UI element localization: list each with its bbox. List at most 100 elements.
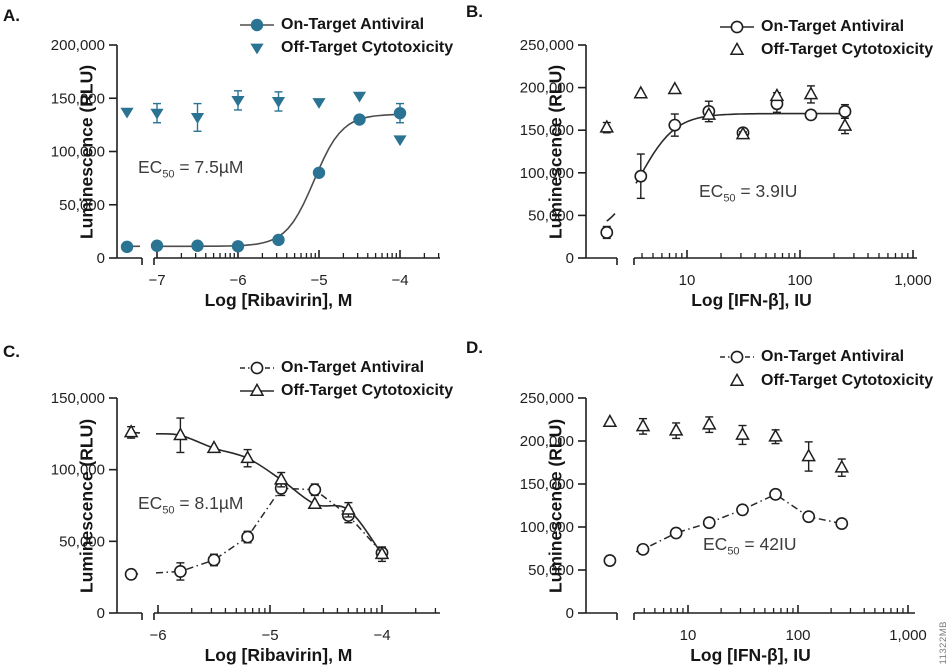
data-point bbox=[801, 448, 816, 462]
data-point bbox=[838, 105, 852, 118]
data-point bbox=[602, 413, 618, 428]
y-tick-label: 0 bbox=[566, 250, 574, 267]
legend-label: Off-Target Cytotoxicity bbox=[761, 41, 934, 58]
data-point bbox=[736, 503, 749, 517]
open-triangle-line-icon bbox=[240, 383, 274, 396]
data-point bbox=[668, 118, 682, 132]
y-tick-label: 200,000 bbox=[520, 80, 574, 97]
y-tick-label: 50,000 bbox=[59, 533, 105, 550]
data-point bbox=[120, 240, 134, 254]
y-tick-label: 150,000 bbox=[520, 122, 574, 139]
data-point bbox=[633, 85, 649, 99]
ec50-base: EC bbox=[703, 534, 728, 554]
data-point bbox=[250, 43, 264, 55]
data-point bbox=[120, 107, 134, 119]
x-tick-label: −7 bbox=[148, 272, 165, 289]
tick-labels: 0 50,000 100,000 150,000 −6 −5 −4 bbox=[51, 390, 391, 644]
open-triangle-icon bbox=[729, 373, 745, 386]
data-point bbox=[241, 530, 254, 544]
series-antiviral bbox=[603, 487, 849, 567]
data-point bbox=[374, 546, 390, 560]
ec50-base: EC bbox=[138, 157, 163, 177]
axes bbox=[578, 397, 915, 620]
figure-part-number: 11322MB bbox=[938, 620, 949, 664]
y-tick-label: 0 bbox=[97, 605, 105, 622]
data-point bbox=[173, 565, 187, 578]
data-point bbox=[701, 106, 717, 120]
x-axis-label-c: Log [Ribavirin], M bbox=[204, 645, 353, 665]
ec50-value: = 3.9IU bbox=[735, 181, 798, 201]
plot-c: 0 50,000 100,000 150,000 −6 −5 −4 bbox=[51, 390, 440, 644]
tick-labels: 0 50,000 100,000 150,000 200,000 250,000 10 100… bbox=[520, 390, 927, 644]
legend-row-cytotoxicity: Off-Target Cytotoxicity bbox=[239, 38, 453, 58]
data-point bbox=[802, 510, 816, 524]
x-tick-label: 10 bbox=[680, 627, 697, 644]
minor-ticks bbox=[643, 608, 904, 613]
y-tick-label: 200,000 bbox=[51, 37, 105, 54]
data-point bbox=[353, 113, 366, 126]
panel-a: 0 50,000 100,000 150,000 200,000 −7 −6 −5 −4 A. … bbox=[0, 0, 475, 334]
ec50-annotation-d: EC50 = 42IU bbox=[703, 534, 796, 558]
series-cytotoxicity bbox=[602, 413, 850, 477]
data-point bbox=[635, 418, 651, 432]
plot-b: 0 50,000 100,000 150,000 200,000 250,000 10 100… bbox=[520, 37, 932, 289]
legend-row-antiviral: On-Target Antiviral bbox=[239, 358, 424, 378]
x-tick-label: 100 bbox=[787, 272, 812, 289]
y-tick-label: 100,000 bbox=[51, 144, 105, 161]
data-point bbox=[634, 169, 648, 183]
series-antiviral bbox=[120, 102, 407, 254]
panel-b: 0 50,000 100,000 150,000 200,000 250,000 10 100… bbox=[466, 0, 950, 334]
legend-label: Off-Target Cytotoxicity bbox=[281, 382, 454, 399]
y-tick-label: 0 bbox=[97, 250, 105, 267]
x-tick-label: −4 bbox=[391, 272, 408, 289]
ec50-annotation-c: EC50 = 8.1µM bbox=[138, 493, 244, 517]
data-point bbox=[231, 240, 245, 253]
data-point bbox=[600, 226, 614, 239]
data-point bbox=[393, 106, 407, 120]
x-axis-label-b: Log [IFN-β], IU bbox=[691, 290, 812, 310]
data-point bbox=[768, 428, 783, 442]
data-point bbox=[312, 98, 326, 109]
legend-label: On-Target Antiviral bbox=[761, 18, 905, 35]
y-tick-label: 50,000 bbox=[528, 207, 574, 224]
data-point bbox=[341, 501, 356, 515]
data-point bbox=[124, 567, 138, 581]
data-point bbox=[603, 554, 617, 567]
data-point bbox=[123, 424, 139, 438]
data-point bbox=[173, 427, 188, 441]
series-cytotoxicity bbox=[123, 417, 390, 563]
open-circle-line-icon bbox=[720, 20, 754, 34]
series-cytotoxicity bbox=[120, 90, 407, 147]
data-point bbox=[250, 18, 264, 32]
ec50-sub: 50 bbox=[723, 192, 736, 205]
data-point bbox=[307, 495, 323, 510]
ec50-base: EC bbox=[138, 493, 163, 513]
x-tick-label: −5 bbox=[310, 272, 327, 289]
panel-d: 0 50,000 100,000 150,000 200,000 250,000 10 100… bbox=[466, 334, 950, 668]
series-antiviral bbox=[600, 94, 852, 240]
x-tick-label: 1,000 bbox=[889, 627, 927, 644]
data-point bbox=[668, 422, 684, 436]
y-tick-label: 250,000 bbox=[520, 37, 574, 54]
x-tick-label: −6 bbox=[149, 627, 166, 644]
plot-d: 0 50,000 100,000 150,000 200,000 250,000 10 100… bbox=[520, 390, 927, 644]
panel-c: 0 50,000 100,000 150,000 −6 −5 −4 C. Luminesce… bbox=[0, 334, 475, 668]
data-point bbox=[834, 459, 850, 473]
ec50-value: = 42IU bbox=[739, 534, 797, 554]
panel-label-a: A. bbox=[3, 6, 20, 25]
y-tick-label: 0 bbox=[566, 605, 574, 622]
panel-label-b: B. bbox=[466, 2, 483, 21]
legend-row-antiviral: On-Target Antiviral bbox=[239, 15, 424, 35]
data-point bbox=[393, 135, 407, 147]
data-point bbox=[702, 516, 716, 530]
data-point bbox=[735, 126, 751, 140]
tick-labels: 0 50,000 100,000 150,000 200,000 250,000 10 100… bbox=[520, 37, 932, 289]
data-point bbox=[207, 553, 221, 567]
data-point bbox=[271, 97, 286, 108]
series-cytotoxicity bbox=[599, 81, 853, 140]
y-axis-label-d: Luminescence (RLU) bbox=[545, 418, 566, 593]
legend-row-antiviral: On-Target Antiviral bbox=[719, 347, 904, 367]
legend-row-cytotoxicity: Off-Target Cytotoxicity bbox=[239, 381, 453, 401]
y-tick-label: 100,000 bbox=[520, 165, 574, 182]
